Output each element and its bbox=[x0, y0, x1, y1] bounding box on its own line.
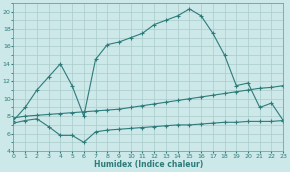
X-axis label: Humidex (Indice chaleur): Humidex (Indice chaleur) bbox=[94, 160, 203, 169]
